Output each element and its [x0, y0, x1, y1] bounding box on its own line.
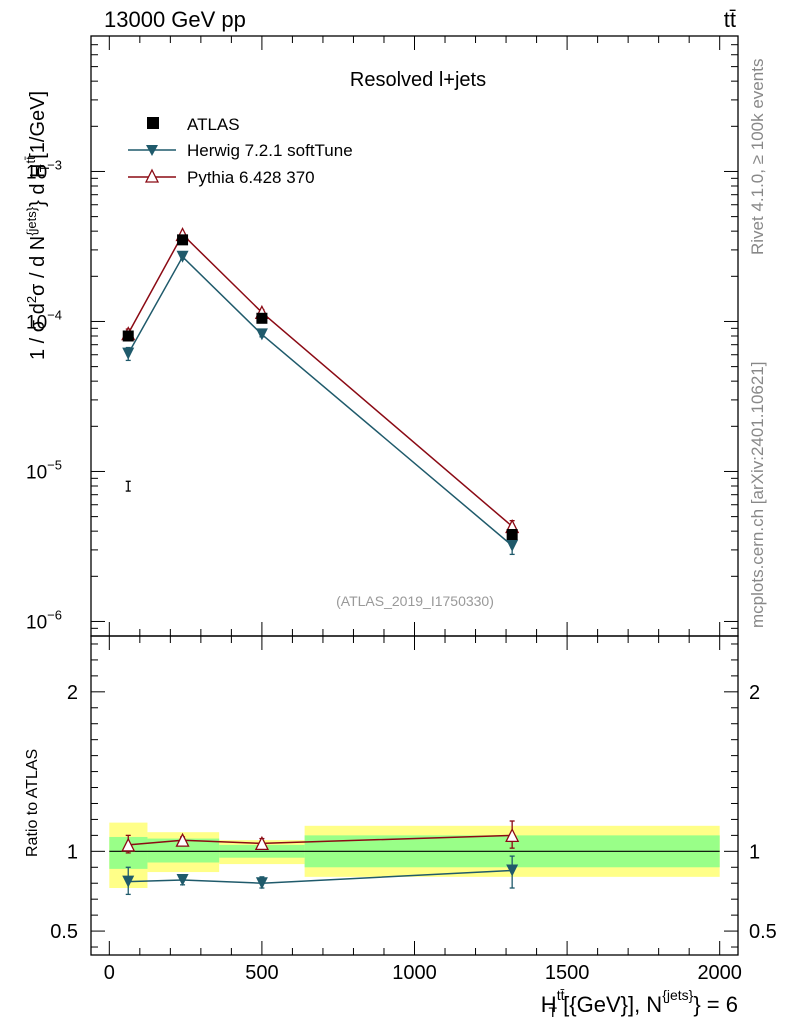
x-tick-label-1: 500 — [245, 962, 278, 984]
legend-label-atlas: ATLAS — [187, 115, 240, 134]
main-axes: 10−6 10−5 10−4 10−3 — [26, 35, 739, 637]
main-y-tick-label-1: 10−5 — [26, 457, 62, 483]
legend: ATLAS Herwig 7.2.1 softTune Pythia 6.428… — [128, 115, 353, 187]
ratio-markers — [121, 827, 520, 890]
x-axis-label: Htt̄ T [{GeV}], N{jets}} = 6 — [541, 987, 738, 1020]
header-process-label: tt̄ — [724, 7, 736, 32]
ratio-point-herwig-0 — [122, 875, 135, 888]
ratio-frame — [90, 635, 739, 956]
ratio-y-tick-label-right-2: 2 — [749, 682, 760, 704]
ratio-point-herwig-2 — [255, 877, 268, 890]
ratio-y-tick-label-right-0: 0.5 — [749, 921, 777, 943]
ratio-band-1sigma-1 — [147, 838, 220, 863]
ratio-point-herwig-1 — [176, 874, 189, 887]
main-line-pythia — [127, 233, 513, 527]
x-tick-label-2: 1000 — [392, 962, 437, 984]
analysis-id-label: (ATLAS_2019_I1750330) — [336, 593, 494, 609]
main-panel: Resolved l+jets (ATLAS_2019_I1750330) 10… — [26, 35, 739, 637]
ratio-y-tick-label-0: 0.5 — [50, 921, 78, 943]
main-point-herwig-2 — [255, 328, 268, 341]
main-point-herwig-3 — [506, 539, 519, 552]
ratio-series-lines — [128, 834, 513, 884]
legend-label-herwig: Herwig 7.2.1 softTune — [187, 141, 353, 160]
main-point-atlas-3 — [506, 528, 518, 540]
ratio-y-tick-label-right-1: 1 — [749, 841, 760, 863]
plot-title: Resolved l+jets — [350, 69, 486, 91]
main-point-herwig-1 — [176, 250, 189, 263]
main-y-tick-label-2: 10−4 — [26, 307, 62, 333]
main-y-label: 1 / σ d2σ / d N{jets}} d Htt̄T [1/GeV] — [23, 91, 52, 360]
mcplots-label: mcplots.cern.ch [arXiv:2401.10621] — [748, 362, 767, 628]
legend-marker-herwig — [146, 145, 158, 156]
ratio-point-pythia-2 — [254, 835, 269, 850]
ratio-y-tick-label-1: 1 — [67, 841, 78, 863]
ratio-axes: 0.5 0.5 1 1 2 2 0 500 1000 1500 2000 — [50, 635, 777, 984]
ratio-y-tick-label-2: 2 — [67, 682, 78, 704]
ratio-line-pythia — [128, 834, 513, 846]
x-tick-label-3: 1500 — [545, 962, 590, 984]
legend-marker-atlas — [147, 117, 159, 129]
main-point-herwig-0 — [122, 347, 135, 360]
main-line-herwig — [127, 255, 513, 547]
ratio-point-pythia-1 — [175, 832, 190, 847]
ratio-y-label: Ratio to ATLAS — [24, 749, 41, 857]
main-error-bars — [125, 232, 515, 556]
header-energy-label: 13000 GeV pp — [104, 7, 246, 32]
ratio-point-pythia-0 — [121, 837, 136, 852]
ratio-line-herwig — [128, 869, 513, 884]
main-point-atlas-0 — [122, 330, 134, 342]
main-series-lines — [127, 233, 513, 547]
rivet-label: Rivet 4.1.0, ≥ 100k events — [748, 59, 767, 255]
main-point-atlas-2 — [256, 312, 268, 324]
main-errbar-atlas-0 — [125, 480, 131, 492]
legend-label-pythia: Pythia 6.428 370 — [187, 168, 315, 187]
main-point-atlas-1 — [177, 234, 189, 246]
main-markers — [121, 227, 520, 552]
ratio-panel: 0.5 0.5 1 1 2 2 0 500 1000 1500 2000 — [50, 635, 777, 984]
x-tick-label-4: 2000 — [697, 962, 742, 984]
main-y-tick-label-0: 10−6 — [26, 607, 62, 633]
ratio-point-herwig-3 — [506, 864, 519, 877]
x-tick-label-0: 0 — [104, 962, 115, 984]
legend-marker-pythia — [144, 168, 160, 183]
ratio-point-pythia-3 — [505, 827, 520, 843]
ratio-uncertainty-bands — [109, 822, 720, 889]
main-y-tick-label-3: 10−3 — [26, 157, 62, 183]
